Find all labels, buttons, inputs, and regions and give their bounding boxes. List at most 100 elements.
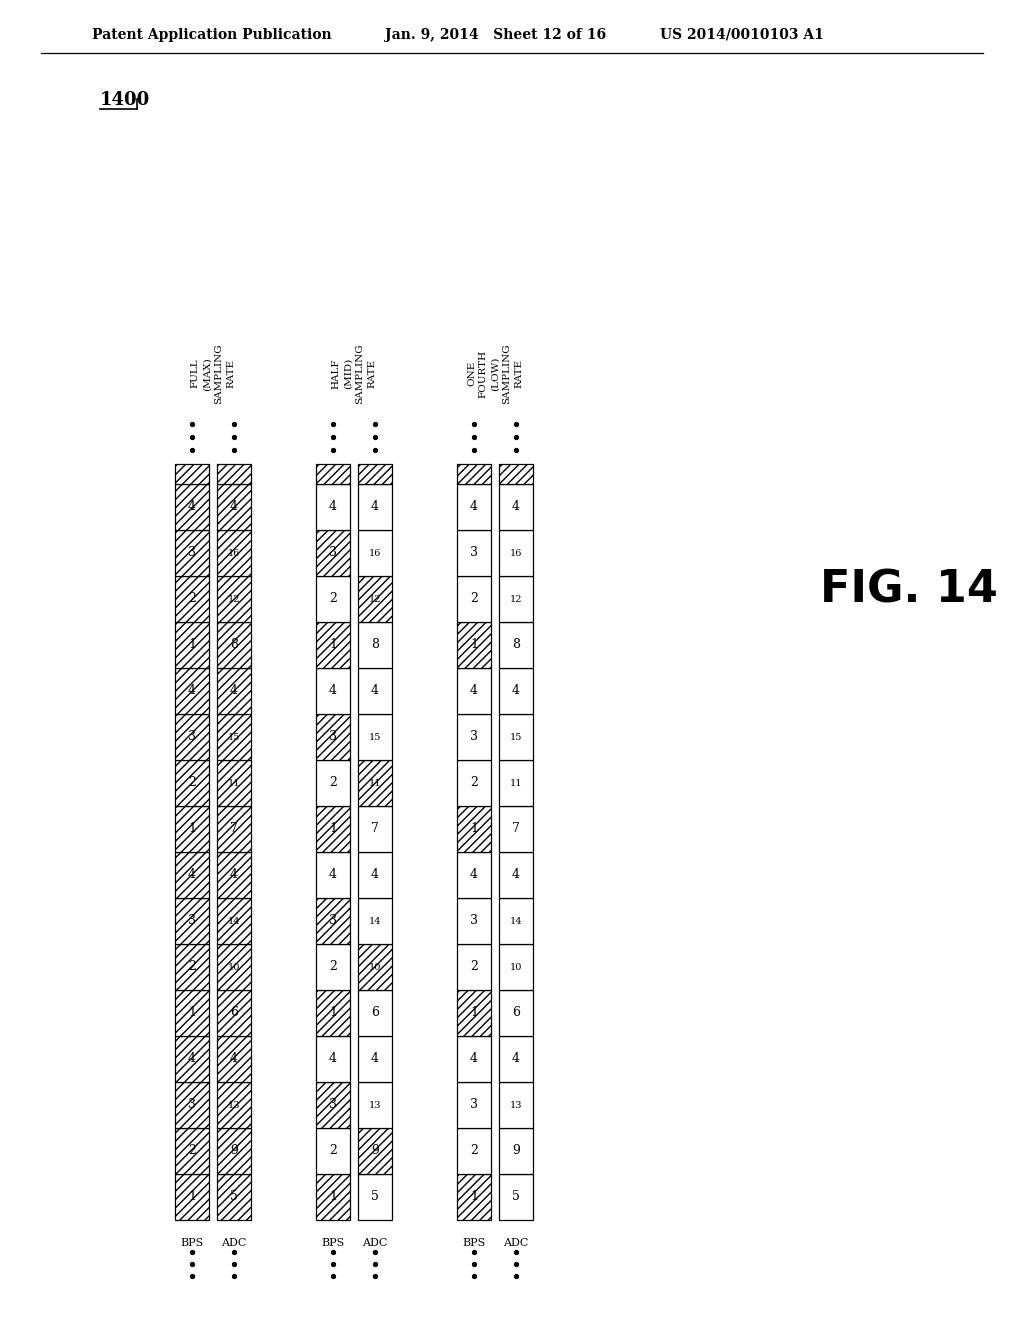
Text: 2: 2 [188,593,196,606]
Text: 15: 15 [369,733,381,742]
Bar [175,807,209,851]
Text: 4: 4 [371,869,379,882]
Bar [217,760,251,807]
Bar [358,944,392,990]
Text: 1: 1 [329,639,337,652]
Bar [457,760,490,807]
Bar [217,898,251,944]
Bar [358,990,392,1036]
Text: 2: 2 [329,961,337,974]
Bar [175,576,209,622]
Text: 16: 16 [510,549,522,557]
Text: 3: 3 [470,546,478,560]
Bar [217,760,251,807]
Text: 1: 1 [329,1006,337,1019]
Text: 4: 4 [371,1052,379,1065]
Text: 12: 12 [510,594,522,603]
Bar [217,944,251,990]
Bar [358,1129,392,1173]
Bar [316,1036,350,1082]
Bar [316,576,350,622]
Text: 2: 2 [188,1144,196,1158]
Bar [457,944,490,990]
Text: Patent Application Publication: Patent Application Publication [92,28,332,42]
Bar [175,1082,209,1129]
Text: 3: 3 [188,915,196,928]
Bar [175,1129,209,1173]
Text: 4: 4 [371,500,379,513]
Bar [316,760,350,807]
Bar [217,1173,251,1220]
Bar [499,807,534,851]
Bar [316,990,350,1036]
Bar [499,465,534,484]
Text: 4: 4 [371,685,379,697]
Bar [316,714,350,760]
Bar [499,1129,534,1173]
Text: 4: 4 [329,685,337,697]
Bar [175,760,209,807]
Text: 4: 4 [329,500,337,513]
Bar [316,1129,350,1173]
Text: 1: 1 [188,639,196,652]
Bar [499,898,534,944]
Bar [499,531,534,576]
Text: 7: 7 [512,822,520,836]
Text: 7: 7 [371,822,379,836]
Text: 4: 4 [470,869,478,882]
Text: Jan. 9, 2014   Sheet 12 of 16: Jan. 9, 2014 Sheet 12 of 16 [385,28,606,42]
Text: 10: 10 [369,962,381,972]
Bar [499,576,534,622]
Bar [358,465,392,484]
Text: 16: 16 [369,549,381,557]
Text: 4: 4 [188,685,196,697]
Bar [499,1082,534,1129]
Text: ADC: ADC [504,1238,528,1247]
Bar [175,944,209,990]
Text: 5: 5 [371,1191,379,1204]
Bar [175,714,209,760]
Bar [316,465,350,484]
Bar [358,531,392,576]
Text: 4: 4 [512,500,520,513]
Text: 3: 3 [188,730,196,743]
Text: 13: 13 [369,1101,381,1110]
Bar [175,851,209,898]
Bar [217,1173,251,1220]
Text: 4: 4 [230,869,238,882]
Bar [499,1036,534,1082]
Text: 4: 4 [512,869,520,882]
Text: 2: 2 [188,776,196,789]
Bar [358,944,392,990]
Bar [175,465,209,484]
Bar [217,622,251,668]
Text: 4: 4 [188,500,196,513]
Text: 2: 2 [470,961,478,974]
Bar [217,465,251,484]
Text: 9: 9 [512,1144,520,1158]
Text: 2: 2 [470,593,478,606]
Bar [499,1173,534,1220]
Text: BPS: BPS [180,1238,204,1247]
Text: 3: 3 [470,730,478,743]
Text: 1: 1 [329,1191,337,1204]
Bar [217,576,251,622]
Bar [175,1129,209,1173]
Text: 8: 8 [512,639,520,652]
Bar [457,1173,490,1220]
Text: 14: 14 [227,916,241,925]
Bar [457,1173,490,1220]
Bar [358,622,392,668]
Text: 4: 4 [512,1052,520,1065]
Text: 4: 4 [329,1052,337,1065]
Bar [175,1082,209,1129]
Bar [175,760,209,807]
Bar [175,898,209,944]
Text: 4: 4 [230,685,238,697]
Bar [499,714,534,760]
Text: 16: 16 [227,549,241,557]
Bar [217,1082,251,1129]
Bar [358,760,392,807]
Bar [457,465,490,484]
Bar [358,484,392,531]
